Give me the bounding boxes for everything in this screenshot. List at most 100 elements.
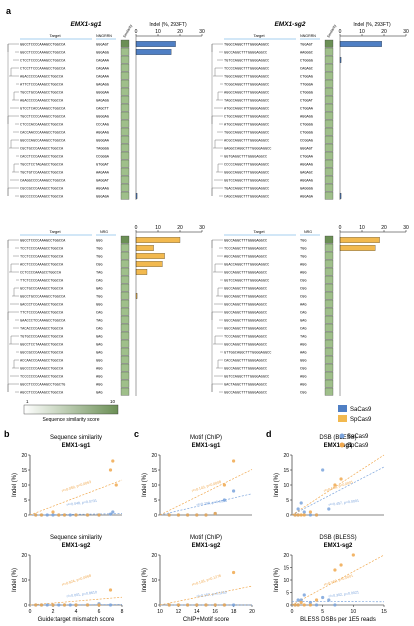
similarity-cell: [120, 39, 130, 48]
sp-annotation: r²=0.668, p=0.0001: [323, 480, 353, 493]
legend-swatch: [338, 405, 347, 412]
scatter-legend-label: SpCas9: [347, 443, 369, 449]
target-sequence: GACTAGGCTTTGGGGAGGCC: [224, 383, 267, 387]
target-sequence: CACCAGGCTTTGGGGAGGCC: [224, 359, 267, 363]
pam-sequence: CAGAAA: [96, 75, 110, 79]
sp-point: [296, 603, 300, 607]
indel-tick-label: 10: [155, 225, 161, 231]
similarity-cell: [324, 267, 334, 276]
x-tick-label: 10: [351, 609, 357, 615]
target-sequence: GGCCTCCCCAAAGCCTGGCCA: [20, 51, 66, 55]
similarity-cell: [324, 87, 334, 96]
x-tick-label: 6: [98, 609, 101, 615]
target-sequence: AGCCTCCCAAAGCCTGGCCA: [20, 391, 64, 395]
pam-sequence: CTGGAT: [300, 99, 314, 103]
panel-subtitle: EMX1-sg2: [62, 543, 91, 549]
target-sequence: TCCCAGGCTTTGGGGAGGCC: [224, 247, 267, 251]
target-sequence: CCTCCCCAAAGCCTGGCCA: [20, 271, 62, 275]
sp-point: [108, 588, 113, 592]
scatter-panel-2: c Motif (ChIP) EMX1-sg1 0 5 10 15 20 Indel (%) r²…: [134, 429, 253, 519]
sa-annotation: r²=0.457, p=0.0001: [328, 499, 359, 507]
similarity-cell: [324, 243, 334, 252]
pam-sequence: CCGGGA: [96, 155, 110, 159]
sp-point: [111, 459, 115, 463]
pam-sequence: GGGAGT: [96, 43, 110, 47]
pam-sequence: CAG: [96, 311, 102, 315]
sp-point: [97, 513, 101, 517]
sa-point: [308, 513, 312, 517]
sp-point: [302, 603, 306, 607]
similarity-cell: [120, 183, 130, 192]
similarity-cell: [324, 135, 334, 144]
target-sequence: GGCCAGGCTTTGGGGAGGCC: [224, 311, 267, 315]
y-tick-label: 20: [21, 553, 27, 559]
similarity-cell: [324, 39, 334, 48]
sa-point: [51, 513, 55, 517]
indel-tick-label: 10: [359, 29, 365, 35]
sp-point: [62, 513, 67, 517]
target-sequence: TGGCCAGGCTTTGGGGAGGCC: [224, 75, 269, 79]
sp-point: [213, 511, 217, 516]
similarity-cell: [324, 63, 334, 72]
target-sequence: CAAGGCCCCAAAGCCTGGCCA: [20, 179, 66, 183]
x-axis-label: BLESS DSBs per 1E5 reads: [300, 617, 376, 623]
x-tick-label: 20: [249, 609, 255, 615]
sp-point: [339, 477, 343, 481]
sp-point: [351, 553, 355, 557]
target-sequence: GGCCCAGCCAAAGCCTGGCCA: [20, 139, 66, 143]
similarity-cell: [324, 387, 334, 396]
target-sequence: GAACCCTCCAAAGCCTGGCCA: [20, 319, 66, 323]
similarity-cell: [120, 363, 130, 372]
similarity-cell: [324, 47, 334, 56]
sa-point: [333, 603, 337, 607]
scale-label: Sequence similarity score: [43, 417, 100, 423]
target-header: Target: [49, 229, 61, 234]
similarity-cell: [120, 355, 130, 364]
pam-sequence: TGGAGT: [300, 43, 314, 47]
sp-point: [167, 603, 171, 607]
pam-sequence: AGGAAG: [300, 179, 313, 183]
target-sequence: TCCCCAGGCTTTGGGGAGGCC: [224, 67, 269, 71]
pam-sequence: AGGAAG: [96, 187, 109, 191]
pam-sequence: GAGAGC: [300, 171, 313, 175]
sp-point: [167, 513, 171, 517]
pam-sequence: GAGAGG: [96, 99, 109, 103]
scatter-panel-5: DSB (BLESS) EMX1-sg2 0 5 10 15 20 Indel (%) 0 5 10…: [274, 535, 387, 623]
x-tick-label: 2: [52, 609, 55, 615]
y-tick-label: 20: [151, 453, 157, 459]
panel-title: DSB (BLESS): [319, 535, 356, 541]
y-tick-label: 10: [283, 483, 289, 489]
scale-max: 10: [110, 399, 116, 404]
similarity-cell: [120, 339, 130, 348]
pam-sequence: CGG: [300, 295, 306, 299]
target-sequence: TCCCAGGCTTTGGGGAGGCC: [224, 335, 267, 339]
pam-sequence: GGGAGA: [96, 195, 110, 199]
indel-header: Indel (%, 293FT): [149, 22, 187, 28]
panel-a-block-1: EMX1-sg2 Target NNGRRN Similarity Indel (%, …: [211, 21, 409, 200]
y-tick-label: 0: [286, 513, 289, 519]
pam-sequence: TGG: [300, 247, 306, 251]
target-sequence: ATGCCAGGCTTTGGGGAGGCC: [224, 107, 269, 111]
target-sequence: GGCCGCCCAAAGCCTGGCCA: [20, 351, 64, 355]
sp-point: [232, 459, 236, 463]
similarity-cell: [324, 347, 334, 356]
target-sequence: CAGCCAGGCTTTGGGGAGGCC: [224, 195, 269, 199]
similarity-cell: [120, 191, 130, 200]
panel-title: DSB (BLESS): [319, 435, 356, 441]
similarity-header: Similarity: [326, 24, 337, 39]
pam-sequence: CGG: [300, 391, 306, 395]
similarity-cell: [120, 159, 130, 168]
target-sequence: CTCCTCCCCAAAGCCTGGCCA: [20, 59, 66, 63]
sa-point: [232, 603, 236, 607]
y-tick-label: 15: [151, 468, 157, 474]
sp-point: [314, 513, 319, 517]
pam-sequence: CTGGAG: [300, 75, 313, 79]
sp-fit-line: [159, 469, 253, 516]
indel-tick-label: 0: [339, 225, 342, 231]
target-sequence: GGTCCAGGCTTTGGGGAGGCC: [224, 375, 269, 379]
sp-point: [222, 483, 226, 487]
scale-min: 1: [26, 399, 29, 404]
y-tick-label: 5: [24, 498, 27, 504]
pam-sequence: GGGGAA: [96, 91, 110, 95]
scatter-legend-marker: [339, 433, 345, 439]
